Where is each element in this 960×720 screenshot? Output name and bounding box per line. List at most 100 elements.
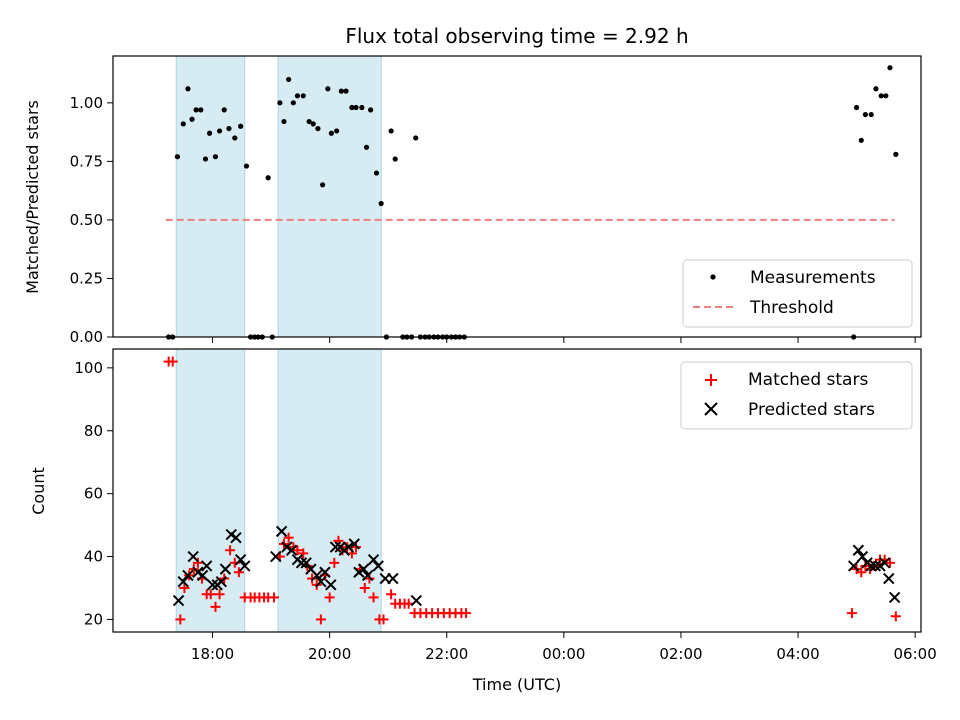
matched-star-marker: [324, 592, 335, 603]
measurement-point: [189, 116, 195, 122]
measurement-point: [353, 104, 359, 111]
y-tick-label: 60: [84, 485, 103, 503]
legend-matched-label: Matched stars: [748, 370, 868, 390]
measurement-point: [286, 76, 292, 83]
y-tick-label: 80: [84, 422, 103, 440]
predicted-marker-b: [295, 557, 308, 569]
x-tick-label: 18:00: [191, 645, 234, 663]
matched-star-marker: [283, 532, 294, 543]
y-tick-label: 0.25: [70, 269, 103, 287]
predicted-star-marker: [372, 560, 384, 572]
predicted-marker-b: [856, 550, 869, 563]
x-tick-label: 22:00: [425, 645, 468, 663]
matched-star-marker: [329, 557, 340, 568]
x-tick-label: 00:00: [542, 645, 585, 663]
predicted-marker-b: [239, 560, 251, 572]
measurement-point: [858, 137, 864, 143]
measurement-point: [373, 170, 380, 176]
predicted-marker-b: [342, 541, 355, 553]
measurement-point: [388, 128, 394, 134]
matched-star-marker: [179, 582, 190, 593]
predicted-star-markers: [172, 525, 901, 607]
matched-star-marker: [192, 557, 203, 568]
predicted-marker-b: [888, 591, 901, 604]
measurement-point: [180, 121, 186, 127]
predicted-marker-b: [311, 569, 323, 582]
predicted-star-marker: [311, 569, 323, 582]
measurement-point: [359, 104, 365, 111]
shaded-interval-0: [175, 55, 246, 338]
measurement-point: [392, 156, 398, 162]
measurement-point: [290, 100, 296, 106]
predicted-marker-b: [270, 550, 282, 563]
measurement-point: [306, 118, 312, 125]
measurement-point: [300, 93, 306, 99]
predicted-star-marker: [230, 531, 242, 544]
bottom-y-ticks: 20 40 60 80 100: [74, 359, 113, 628]
measurement-point: [334, 128, 340, 134]
predicted-marker-b: [852, 544, 865, 556]
predicted-star-marker: [361, 569, 374, 582]
matched-star-marker: [378, 614, 389, 625]
predicted-marker-b: [865, 560, 877, 572]
measurement-point: [202, 156, 209, 162]
predicted-star-marker: [319, 566, 331, 578]
measurement-point: [198, 107, 204, 113]
matched-star-marker: [315, 614, 326, 625]
predicted-marker-b: [230, 531, 242, 544]
measurement-point: [265, 175, 271, 181]
measurement-point: [853, 104, 860, 111]
top-y-axis-label: Matched/Predicted stars: [23, 100, 42, 294]
x-tick-label: 02:00: [659, 645, 702, 663]
predicted-star-marker: [387, 572, 399, 585]
x-tick-label: 20:00: [308, 645, 351, 663]
measurement-point: [343, 88, 349, 94]
predicted-marker-b: [206, 579, 219, 591]
predicted-star-marker: [342, 541, 355, 553]
matched-star-marker: [233, 567, 244, 578]
measurement-point: [325, 86, 331, 92]
matched-star-marker: [884, 557, 895, 568]
measurement-point: [207, 130, 213, 136]
matched-star-marker: [167, 356, 178, 367]
top-x-ticks: [212, 337, 916, 343]
measurement-point: [862, 111, 868, 118]
legend-threshold-label: Threshold: [749, 298, 834, 318]
y-tick-label: 100: [74, 359, 103, 377]
bottom-y-axis-label: Count: [29, 467, 48, 515]
y-tick-label: 0.50: [70, 211, 103, 229]
measurement-point: [328, 130, 334, 136]
predicted-star-marker: [847, 560, 860, 572]
measurement-point: [232, 135, 238, 141]
measurement-point: [368, 107, 374, 113]
matched-star-marker: [210, 601, 221, 612]
predicted-marker-b: [182, 569, 194, 582]
predicted-marker-b: [300, 557, 312, 569]
predicted-marker-b: [847, 560, 860, 572]
predicted-star-marker: [315, 575, 327, 588]
measurement-point: [212, 154, 219, 160]
measurement-point: [174, 154, 181, 160]
predicted-marker-b: [225, 528, 237, 541]
y-tick-label: 0.00: [70, 328, 103, 346]
predicted-star-marker: [410, 594, 422, 607]
measurement-point: [320, 182, 326, 188]
measurement-point: [310, 121, 316, 127]
measurement-point: [221, 107, 227, 113]
chart-title: Flux total observing time = 2.92 h: [345, 24, 688, 48]
measurement-point: [883, 93, 889, 99]
predicted-star-marker: [215, 575, 228, 588]
matched-star-marker: [292, 545, 303, 556]
predicted-star-marker: [206, 579, 219, 591]
measurement-point: [315, 125, 321, 132]
predicted-marker-b: [281, 541, 293, 553]
predicted-marker-b: [275, 525, 288, 538]
matched-star-marker: [856, 567, 867, 578]
top-y-ticks: 0.00 0.25 0.50 0.75 1.00: [70, 94, 113, 346]
predicted-marker-b: [348, 538, 360, 550]
predicted-star-marker: [285, 544, 298, 556]
predicted-star-marker: [329, 541, 342, 553]
predicted-marker-b: [305, 563, 317, 575]
predicted-marker-b: [410, 594, 422, 607]
